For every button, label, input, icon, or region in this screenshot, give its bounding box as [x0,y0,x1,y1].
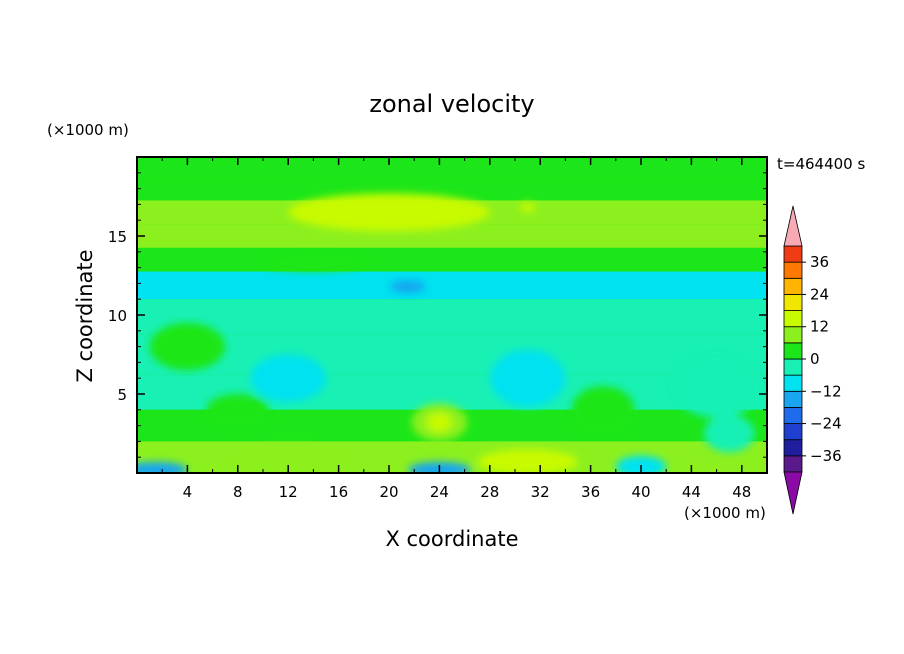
y-tick-label: 10 [108,307,127,325]
contour-band [137,299,767,335]
x-unit-label: (×1000 m) [684,504,766,522]
colorbar-box [783,310,803,328]
y-axis: 5 10 15 [108,172,767,458]
chart-title: zonal velocity [369,90,534,118]
colorbar: −36 −24 −12 0 12 24 36 [783,205,842,515]
colorbar-box [783,342,803,360]
contour-field [137,157,767,473]
colorbar-tick-label: 12 [810,318,829,336]
contour-feature [288,193,490,232]
colorbar-box [783,277,803,295]
colorbar-box [783,407,803,424]
colorbar-over-triangle [783,205,803,247]
contour-feature [615,455,667,473]
colorbar-tick-label: 24 [810,285,829,303]
colorbar-box [783,326,803,344]
y-axis-label: Z coordinate [73,249,97,382]
contour-band [137,224,767,248]
contour-feature [704,414,755,453]
colorbar-box [783,423,803,441]
contour-feature [520,202,536,213]
y-tick-label: 5 [117,386,127,404]
contour-feature [206,394,270,426]
x-tick-label: 12 [279,483,298,501]
colorbar-tick-label: −36 [810,447,842,465]
colorbar-box [783,261,803,279]
colorbar-tick-label: 36 [810,253,829,271]
colorbar-tick-label: 0 [810,350,820,368]
x-tick-label: 16 [329,483,348,501]
contour-feature [672,354,761,418]
contour-band [137,157,767,177]
y-unit-label: (×1000 m) [47,121,129,139]
x-tick-label: 8 [233,483,243,501]
contour-band [137,176,767,201]
contour-feature [390,280,426,293]
contour-feature [137,461,188,473]
contour-feature [477,449,578,473]
x-tick-label: 48 [732,483,751,501]
contour-band [137,271,767,300]
colorbar-tick-label: −24 [810,415,842,433]
colorbar-box [783,390,803,408]
contour-feature [263,254,364,271]
x-axis-label: X coordinate [385,527,518,551]
y-tick-label: 15 [108,228,127,246]
contour-feature [426,412,452,432]
contour-feature [571,386,635,434]
x-tick-label: 40 [631,483,650,501]
colorbar-box [783,374,803,392]
contour-feature [250,354,326,402]
colorbar-box [783,358,803,376]
x-tick-label: 32 [531,483,550,501]
x-axis: 4 8 12 16 20 24 28 32 36 40 44 48 [161,157,751,501]
colorbar-tick-label: −12 [810,382,842,400]
contour-feature [489,349,566,407]
colorbar-under-triangle [783,471,803,515]
colorbar-box [783,294,803,311]
colorbar-box [783,245,803,263]
x-tick-label: 36 [581,483,600,501]
colorbar-box [783,439,803,457]
x-tick-label: 28 [480,483,499,501]
x-tick-label: 20 [379,483,398,501]
x-tick-label: 24 [430,483,449,501]
x-tick-label: 44 [682,483,701,501]
colorbar-box [783,455,803,473]
contour-band [137,247,767,272]
contour-band [137,334,767,375]
contour-feature [149,322,226,371]
contour-feature [244,446,333,473]
x-tick-label: 4 [183,483,193,501]
time-label: t=464400 s [777,155,865,173]
